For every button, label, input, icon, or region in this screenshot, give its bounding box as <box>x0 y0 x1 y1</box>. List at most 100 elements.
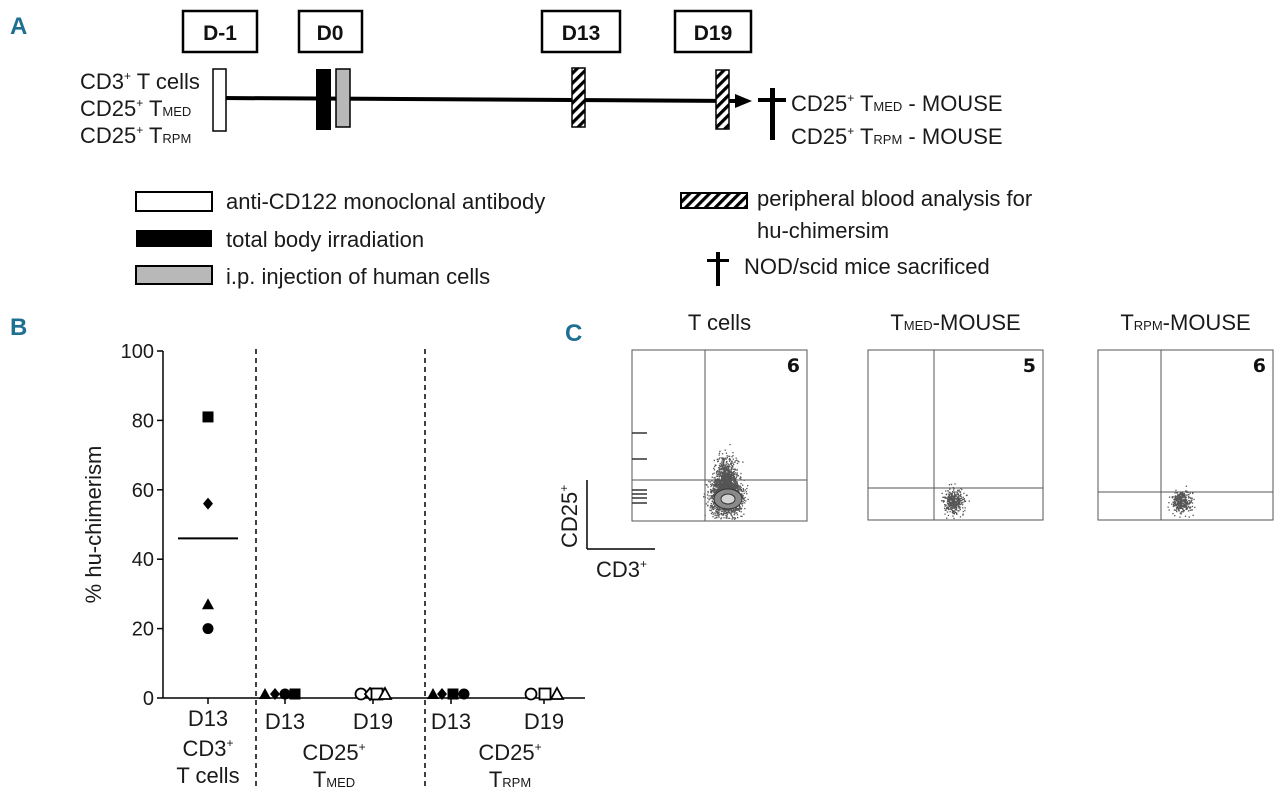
flow-event <box>718 483 720 485</box>
flow-event <box>722 472 724 474</box>
flow-event <box>716 471 718 473</box>
flow-event <box>739 507 741 509</box>
flow-event <box>1174 502 1176 504</box>
group-label-main: CD25 <box>302 740 358 765</box>
flow-event <box>952 489 955 491</box>
flow-event <box>1174 497 1176 499</box>
group-label-line2: TMED <box>313 767 355 792</box>
flow-event <box>713 490 715 493</box>
flow-event <box>720 518 722 520</box>
flow-event <box>955 501 957 503</box>
flow-event <box>947 504 949 506</box>
flow-event <box>710 512 713 515</box>
flow-event <box>740 478 742 481</box>
flow-event <box>730 463 732 465</box>
flow-event <box>941 492 943 494</box>
flow-event <box>712 516 714 518</box>
flow-event <box>959 499 961 501</box>
flow-event <box>1183 503 1186 506</box>
flow-event <box>742 484 744 486</box>
x-tick-label: D13 <box>188 706 228 731</box>
flow-event <box>703 496 705 498</box>
flow-event <box>728 473 730 475</box>
flow-event <box>947 496 949 498</box>
flow-event <box>960 496 962 498</box>
flow-event <box>711 483 713 485</box>
flow-event <box>945 490 947 492</box>
flow-event <box>1181 492 1183 494</box>
flow-event <box>723 461 725 463</box>
flow-event <box>731 486 733 488</box>
flow-event <box>951 500 953 502</box>
data-point-square <box>202 411 214 423</box>
flow-event <box>718 464 721 467</box>
y-tick-label: 0 <box>143 688 154 710</box>
flow-event <box>719 482 721 485</box>
flow-event <box>1180 506 1182 508</box>
flow-event <box>943 496 945 498</box>
flow-event <box>1184 515 1187 517</box>
flow-event <box>1194 506 1196 508</box>
flow-event <box>703 493 706 495</box>
flow-event <box>963 492 965 494</box>
flow-event <box>946 507 948 509</box>
flow-event <box>733 483 736 485</box>
flow-event <box>726 478 729 480</box>
flow-event <box>719 472 721 475</box>
flow-event <box>710 495 712 497</box>
flow-event <box>1174 509 1177 511</box>
flow-event <box>1181 506 1184 508</box>
flow-event <box>1178 493 1180 496</box>
flow-event <box>736 489 738 492</box>
flow-event <box>727 510 729 512</box>
flow-event <box>735 485 737 488</box>
flow-event <box>1178 502 1180 505</box>
flow-event <box>1168 509 1170 511</box>
flow-event <box>742 502 744 504</box>
flow-event <box>1174 500 1176 502</box>
flow-plot-title-sub: MED <box>904 318 933 333</box>
flow-event <box>723 476 725 478</box>
flow-event <box>1189 496 1191 499</box>
flow-event <box>949 488 951 490</box>
flow-event <box>943 500 945 502</box>
flow-event <box>958 507 960 509</box>
flow-event <box>721 474 723 476</box>
flow-event <box>728 484 730 486</box>
flow-event <box>734 509 736 511</box>
timepoint-label: D-1 <box>203 22 237 45</box>
flow-event <box>713 507 715 509</box>
flow-event <box>727 509 729 511</box>
flow-event <box>714 504 716 506</box>
flow-event <box>737 509 739 511</box>
flow-event <box>1173 502 1175 504</box>
flow-event <box>723 471 726 473</box>
flow-event <box>724 449 726 451</box>
flow-event <box>1185 485 1187 487</box>
flow-event <box>952 501 955 503</box>
group-label-sub: MED <box>326 775 355 790</box>
flow-event <box>955 504 957 507</box>
flow-event <box>1181 501 1183 503</box>
data-point-square <box>538 687 552 701</box>
flow-event <box>718 512 720 514</box>
flow-event <box>1180 498 1182 500</box>
flow-event <box>716 484 719 486</box>
flow-event <box>1190 509 1192 511</box>
flow-event <box>729 443 731 446</box>
flow-event <box>718 481 720 483</box>
flow-event <box>732 509 735 512</box>
flow-event <box>943 507 946 509</box>
flow-event <box>718 516 720 518</box>
flow-event <box>740 490 742 492</box>
flow-event <box>736 473 738 476</box>
flow-event <box>728 476 730 478</box>
flow-event <box>1181 494 1183 496</box>
flow-event <box>739 489 741 491</box>
flow-event <box>1176 510 1178 513</box>
flow-event <box>715 481 717 483</box>
flow-event <box>962 496 964 498</box>
flow-plot-title-main: T <box>890 310 903 335</box>
flow-event <box>958 489 960 491</box>
flow-event <box>959 500 961 502</box>
